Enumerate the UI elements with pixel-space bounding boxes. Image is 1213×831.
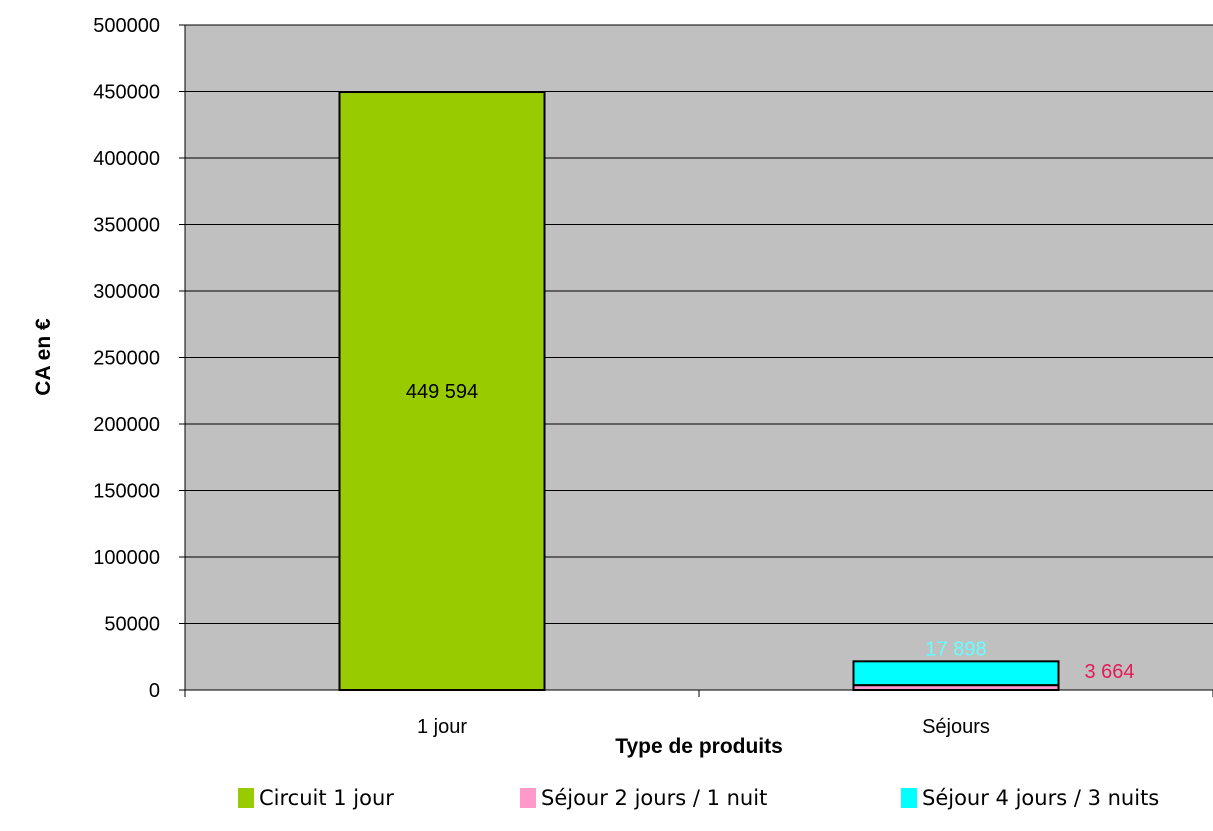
legend-item: Séjour 2 jours / 1 nuit <box>520 786 767 810</box>
y-tick-label: 150000 <box>93 481 160 503</box>
x-tick-label: Séjours <box>922 716 990 738</box>
bar <box>338 91 546 691</box>
y-tick-label: 300000 <box>93 281 160 303</box>
legend-item: Séjour 4 jours / 3 nuits <box>901 786 1159 810</box>
y-tick-label: 200000 <box>93 414 160 436</box>
x-tick-label: 1 jour <box>417 716 467 738</box>
legend: Circuit 1 jour Séjour 2 jours / 1 nuit Séj… <box>0 786 1213 820</box>
legend-swatch <box>238 788 254 808</box>
y-tick-label: 0 <box>149 680 160 702</box>
legend-label: Séjour 2 jours / 1 nuit <box>541 786 768 810</box>
y-tick-label: 250000 <box>93 348 160 370</box>
y-tick-label: 500000 <box>93 15 160 37</box>
legend-label: Circuit 1 jour <box>259 786 394 810</box>
bar <box>852 660 1060 687</box>
legend-item: Circuit 1 jour <box>238 786 394 810</box>
y-axis-ticks: 0 50000 100000 150000 200000 250000 300000 3500… <box>93 15 185 702</box>
legend-label: Séjour 4 jours / 3 nuits <box>922 786 1160 810</box>
y-tick-label: 50000 <box>104 614 160 636</box>
data-label: 3 664 <box>1085 661 1135 683</box>
legend-swatch <box>901 788 917 808</box>
data-label: 449 594 <box>406 381 478 403</box>
legend-swatch <box>520 788 536 808</box>
y-tick-label: 400000 <box>93 148 160 170</box>
y-tick-label: 100000 <box>93 547 160 569</box>
x-axis-title: Type de produits <box>615 735 783 758</box>
y-tick-label: 450000 <box>93 82 160 104</box>
x-axis: 1 jour Séjours <box>184 25 1213 738</box>
data-label: 17 898 <box>925 638 986 660</box>
y-axis-title: CA en € <box>32 318 55 396</box>
data-labels: 449 594 3 664 17 898 <box>406 381 1135 683</box>
bar-chart: 0 50000 100000 150000 200000 250000 300000 3500… <box>32 15 1213 758</box>
y-tick-label: 350000 <box>93 215 160 237</box>
bars <box>338 91 1060 692</box>
